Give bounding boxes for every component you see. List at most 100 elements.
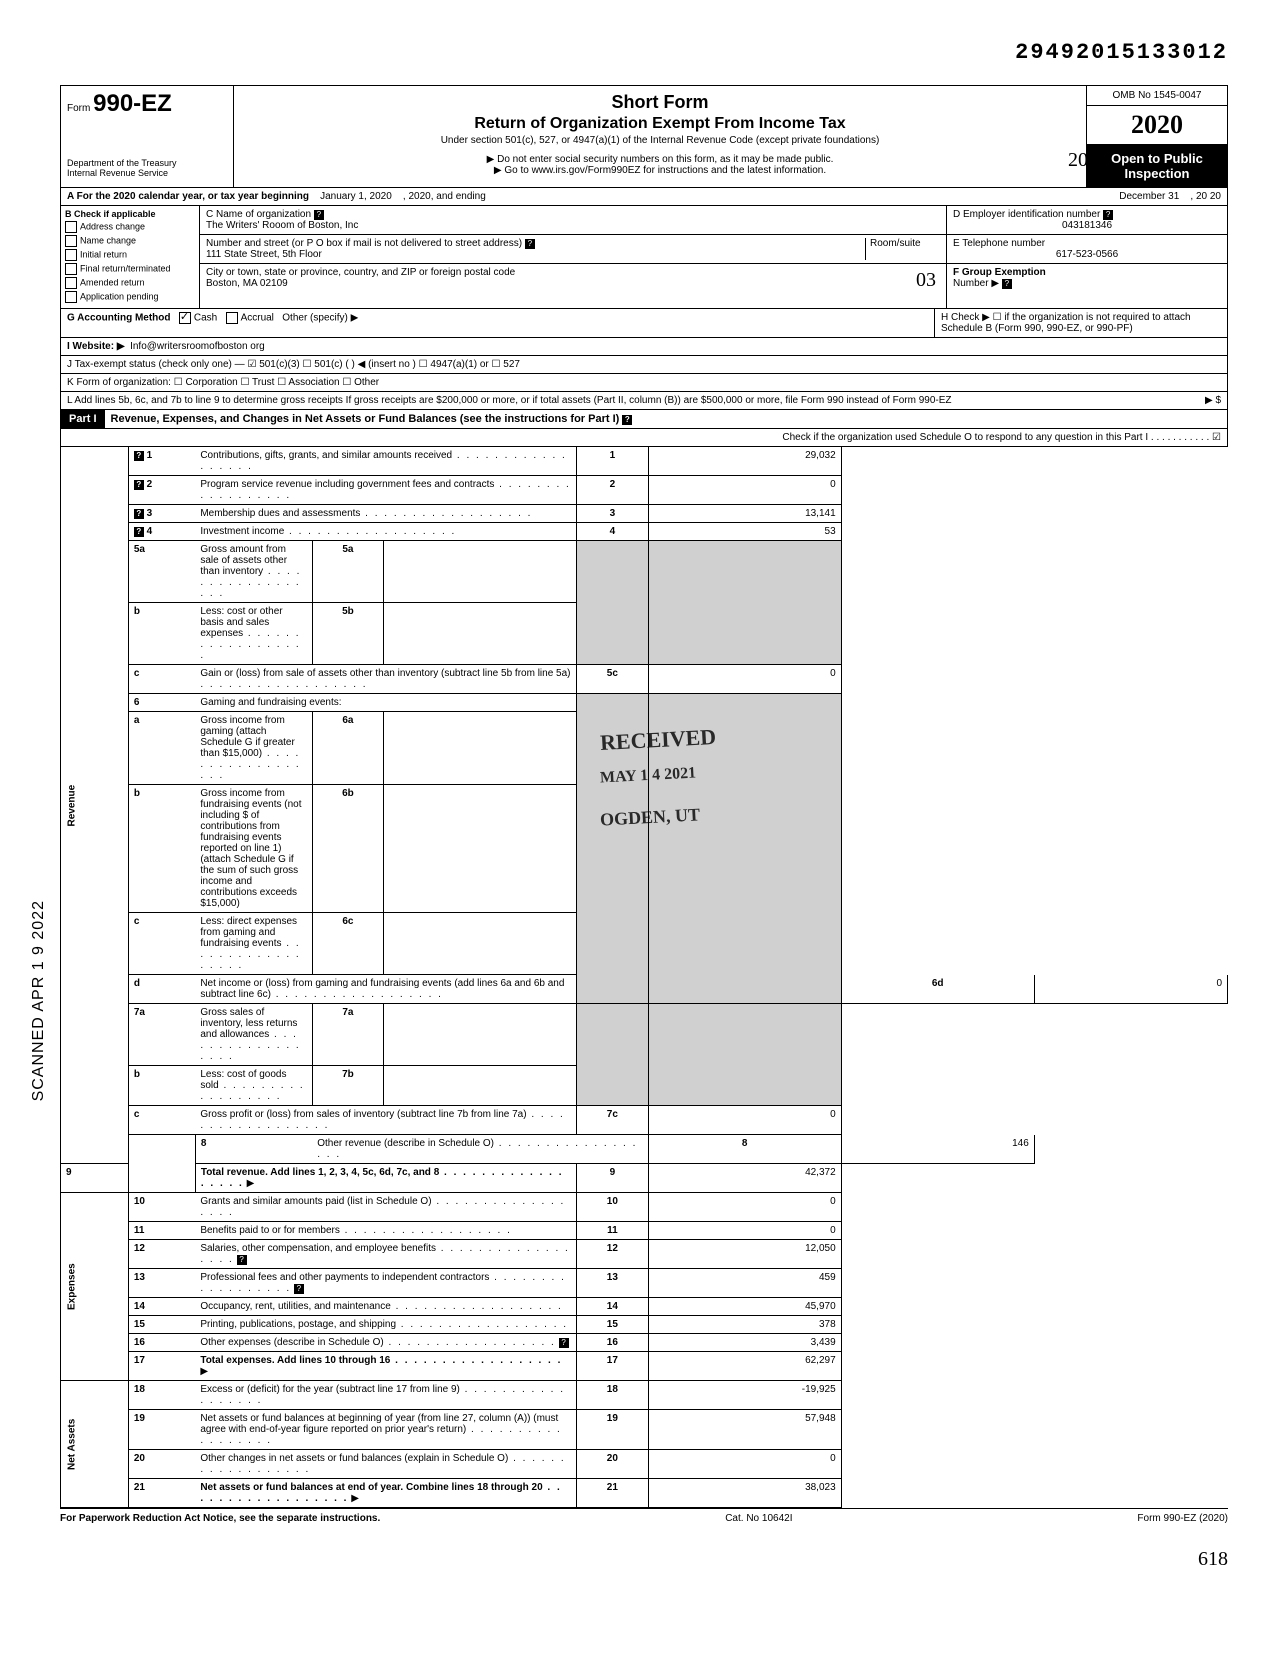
chk-name-change[interactable]: Name change	[65, 235, 195, 247]
amount: 0	[648, 1222, 841, 1240]
handwritten-year: 2012	[1068, 149, 1108, 172]
ln: d	[128, 975, 195, 1004]
revenue-side-label: Revenue	[61, 447, 129, 1164]
box-num: 5c	[577, 665, 648, 694]
irs-label: Internal Revenue Service	[67, 168, 227, 178]
chk-initial-return[interactable]: Initial return	[65, 249, 195, 261]
part1-label: Part I	[61, 410, 105, 428]
line-desc: Occupancy, rent, utilities, and maintena…	[200, 1301, 563, 1312]
amount: 12,050	[648, 1240, 841, 1269]
amount: 13,141	[648, 505, 841, 523]
phone-label: E Telephone number	[953, 238, 1045, 249]
line-desc: Salaries, other compensation, and employ…	[200, 1243, 570, 1265]
group-exempt-label: F Group Exemption	[953, 267, 1046, 278]
ln: 10	[128, 1193, 195, 1222]
midbox-value	[384, 785, 577, 913]
line-l-text: L Add lines 5b, 6c, and 7b to line 9 to …	[67, 395, 1205, 406]
ln: b	[128, 603, 195, 665]
line-desc: Contributions, gifts, grants, and simila…	[200, 450, 566, 472]
form-header: Form 990-EZ Department of the Treasury I…	[60, 85, 1228, 188]
ln: 5a	[128, 541, 195, 603]
box-num: 6d	[841, 975, 1034, 1004]
box-num: 11	[577, 1222, 648, 1240]
website-label: I Website: ▶	[67, 341, 125, 352]
chk-final-return[interactable]: Final return/terminated	[65, 263, 195, 275]
ln: 6	[128, 694, 195, 712]
help-icon: ?	[622, 415, 632, 425]
chk-cash[interactable]	[179, 312, 191, 324]
line-desc: Gross income from fundraising events (no…	[195, 785, 312, 913]
group-number-label: Number ▶	[953, 278, 999, 289]
midbox-value	[384, 1004, 577, 1066]
help-icon: ?	[134, 527, 144, 537]
ln: 4	[147, 526, 153, 537]
amount: 29,032	[648, 447, 841, 476]
header-right: OMB No 1545-0047 2020 Open to Public Ins…	[1087, 86, 1227, 187]
short-form-title: Short Form	[242, 92, 1078, 113]
line-a-prefix: A For the 2020 calendar year, or tax yea…	[67, 191, 309, 202]
ln: 15	[128, 1316, 195, 1334]
box-num: 14	[577, 1298, 648, 1316]
line-desc: Membership dues and assessments	[200, 508, 532, 519]
shade	[577, 541, 648, 665]
ln: c	[128, 665, 195, 694]
ln: 3	[147, 508, 153, 519]
expenses-side-label: Expenses	[61, 1193, 129, 1381]
form-number: 990-EZ	[93, 90, 172, 117]
chk-pending[interactable]: Application pending	[65, 291, 195, 303]
ln: a	[128, 712, 195, 785]
website-value: Info@writersroomofboston org	[130, 341, 265, 352]
footer-form: Form 990-EZ (2020)	[1137, 1513, 1228, 1524]
ln: 2	[147, 479, 153, 490]
form-prefix: Form	[67, 103, 90, 114]
line-desc: Gross profit or (loss) from sales of inv…	[200, 1109, 564, 1131]
amount: 378	[648, 1316, 841, 1334]
tax-year: 2020	[1087, 106, 1227, 145]
line-desc: Total expenses. Add lines 10 through 16	[200, 1355, 562, 1366]
line-desc: Excess or (deficit) for the year (subtra…	[200, 1384, 565, 1406]
tax-year-end2: , 20 20	[1190, 191, 1221, 202]
amount: 62,297	[648, 1352, 841, 1381]
ln: 7a	[128, 1004, 195, 1066]
ln: 19	[128, 1410, 195, 1450]
box-num: 3	[577, 505, 648, 523]
handwritten-618: 618	[60, 1548, 1228, 1571]
midbox-value	[384, 712, 577, 785]
city-label: City or town, state or province, country…	[206, 267, 515, 278]
amount: 3,439	[648, 1334, 841, 1352]
line-desc: Program service revenue including govern…	[200, 479, 571, 501]
part1-header-row: Part I Revenue, Expenses, and Changes in…	[60, 410, 1228, 429]
footer-left: For Paperwork Reduction Act Notice, see …	[60, 1513, 380, 1524]
amount: 146	[841, 1135, 1034, 1164]
line-desc: Investment income	[200, 526, 456, 537]
box-num: 20	[577, 1450, 648, 1479]
box-num: 16	[577, 1334, 648, 1352]
org-name-label: C Name of organization	[206, 209, 311, 220]
line-desc: Other revenue (describe in Schedule O)	[317, 1138, 637, 1160]
ln: 14	[128, 1298, 195, 1316]
line-desc: Gross sales of inventory, less returns a…	[200, 1007, 300, 1062]
chk-address-change[interactable]: Address change	[65, 221, 195, 233]
line-desc: Other changes in net assets or fund bala…	[200, 1453, 565, 1475]
chk-amended[interactable]: Amended return	[65, 277, 195, 289]
addr-label: Number and street (or P O box if mail is…	[206, 238, 522, 249]
other-method-label: Other (specify) ▶	[282, 313, 358, 324]
chk-accrual[interactable]	[226, 312, 238, 324]
box-num: 8	[648, 1135, 841, 1164]
warn-text: ▶ Do not enter social security numbers o…	[487, 154, 834, 165]
box-num: 13	[577, 1269, 648, 1298]
ln: 1	[147, 450, 153, 461]
box-num: 2	[577, 476, 648, 505]
ln: c	[128, 1106, 195, 1135]
meta-rows: G Accounting Method Cash Accrual Other (…	[60, 309, 1228, 410]
shade	[577, 694, 648, 1004]
shade	[648, 541, 841, 665]
box-num: 1	[577, 447, 648, 476]
help-icon: ?	[559, 1338, 569, 1348]
amount: 0	[648, 1106, 841, 1135]
amount: 0	[648, 476, 841, 505]
shade	[577, 1004, 648, 1106]
amount: 45,970	[648, 1298, 841, 1316]
ln: b	[128, 785, 195, 913]
netassets-side-label: Net Assets	[61, 1381, 129, 1508]
